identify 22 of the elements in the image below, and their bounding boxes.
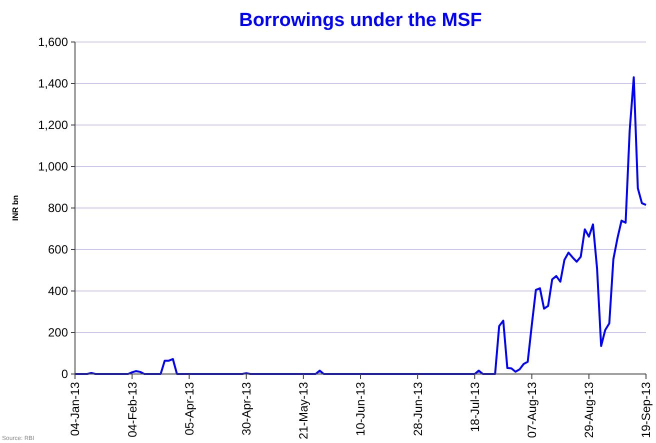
y-tick-label: 200 [48, 326, 68, 340]
y-tick-label: 0 [61, 367, 68, 382]
x-tick-label: 05-Apr-13 [182, 382, 196, 436]
x-tick-label: 19-Sep-13 [639, 382, 654, 438]
x-tick-label: 30-Apr-13 [240, 382, 254, 436]
x-tick-label: 18-Jul-13 [468, 382, 482, 432]
y-tick-label: 1,400 [38, 76, 68, 91]
x-tick-label: 29-Aug-13 [582, 382, 596, 438]
x-tick-label: 04-Jan-13 [68, 382, 82, 436]
x-tick-label: 10-Jun-13 [354, 382, 368, 436]
y-tick-label: 1,200 [38, 118, 68, 132]
y-tick-label: 1,600 [38, 35, 68, 50]
y-tick-label: 600 [48, 242, 68, 257]
y-tick-label: 400 [48, 284, 68, 298]
y-axis-title: INR bn [11, 195, 20, 221]
x-tick-label: 28-Jun-13 [410, 382, 425, 436]
x-tick-label: 21-May-13 [296, 382, 311, 440]
chart-title: Borrowings under the MSF [239, 10, 482, 31]
x-tick-label: 07-Aug-13 [525, 382, 539, 438]
x-tick-label: 04-Feb-13 [125, 382, 140, 438]
y-tick-label: 800 [48, 201, 68, 216]
y-tick-label: 1,000 [38, 160, 68, 174]
